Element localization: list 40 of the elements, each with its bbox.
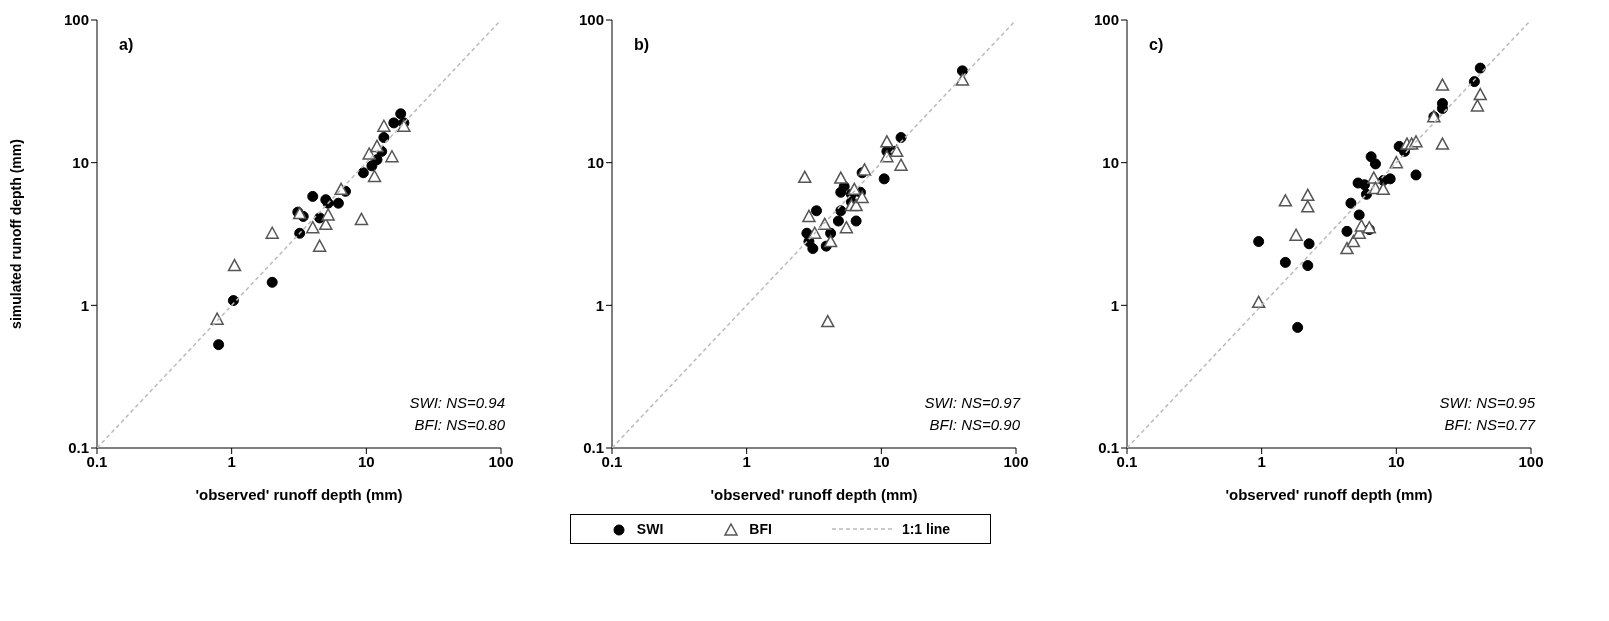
annotation: BFI: NS=0.77 [1444,416,1536,433]
y-tick-label: 100 [578,11,604,29]
y-axis-title: simulated runoff depth (mm) [7,139,24,329]
x-tick-label: 100 [488,452,514,470]
y-tick-label: 0.1 [1098,439,1119,457]
y-tick-label: 0.1 [583,439,604,457]
y-tick-label: 0.1 [68,439,89,457]
x-tick-label: 1 [227,452,236,470]
annotation: b) [634,36,650,53]
legend-label: SWI [636,521,664,537]
y-tick-label: 10 [1102,153,1119,171]
y-tick-label: 1 [80,296,89,314]
annotation: a) [119,36,134,53]
x-axis-title: 'observed' runoff depth (mm) [710,486,918,503]
x-tick-label: 0.1 [601,452,623,470]
x-axis-title: 'observed' runoff depth (mm) [195,486,403,503]
x-tick-label: 10 [357,452,375,470]
y-tick-label: 100 [1093,11,1119,29]
y-tick-label: 10 [587,153,604,171]
annotation: c) [1149,36,1164,53]
annotation: SWI: NS=0.94 [409,394,505,411]
x-tick-label: 0.1 [86,452,108,470]
y-tick-label: 10 [72,153,89,171]
x-tick-label: 1 [1257,452,1266,470]
y-tick-label: 1 [1110,296,1119,314]
x-tick-label: 10 [872,452,890,470]
x-tick-label: 100 [1518,452,1544,470]
y-tick-label: 1 [595,296,604,314]
x-tick-label: 1 [742,452,751,470]
annotation: BFI: NS=0.90 [929,416,1021,433]
annotation: SWI: NS=0.95 [1439,394,1536,411]
x-tick-label: 10 [1387,452,1405,470]
x-axis-title: 'observed' runoff depth (mm) [1225,486,1433,503]
legend-label: BFI [749,521,772,537]
y-tick-label: 100 [63,11,89,29]
legend-label: 1:1 line [901,521,951,537]
x-tick-label: 0.1 [1116,452,1138,470]
x-tick-label: 100 [1003,452,1029,470]
annotation: BFI: NS=0.80 [414,416,506,433]
annotation: SWI: NS=0.97 [924,394,1021,411]
